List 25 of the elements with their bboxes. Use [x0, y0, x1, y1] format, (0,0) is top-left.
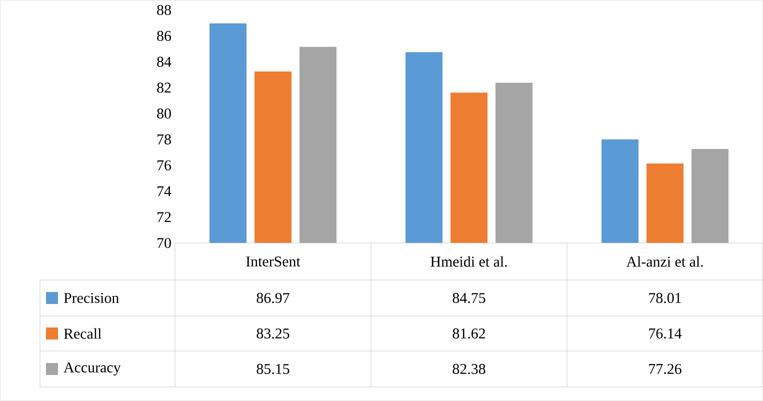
- y-tick-label: 78: [158, 134, 171, 144]
- y-tick-label: 84: [157, 56, 172, 67]
- data-label: 82.38: [452, 364, 486, 374]
- y-tick-label: 74: [158, 186, 172, 196]
- x-tick-label: Hmeidi et al.: [430, 256, 507, 267]
- y-tick-label: 80: [157, 108, 171, 119]
- data-label: 76.14: [649, 328, 682, 339]
- y-tick-label: 72: [158, 212, 171, 222]
- data-label: 78.01: [649, 292, 681, 304]
- data-label: 77.26: [649, 364, 682, 374]
- data-label: 84.75: [452, 292, 486, 304]
- x-tick-label: Al-anzi et al.: [626, 256, 703, 267]
- y-tick-label: 88: [157, 4, 171, 16]
- y-tick-label: 86: [157, 30, 172, 41]
- y-tick-label: 76: [158, 160, 172, 170]
- data-label: 81.62: [452, 328, 485, 339]
- y-tick-label: 82: [157, 82, 171, 93]
- x-tick-label: InterSent: [246, 256, 300, 267]
- data-label: 86.97: [256, 292, 290, 304]
- data-label: 85.15: [256, 364, 290, 374]
- legend-label: Precision: [64, 292, 119, 304]
- legend-label: Recall: [64, 328, 102, 339]
- y-tick-label: 70: [158, 238, 171, 248]
- data-label: 83.25: [256, 328, 290, 339]
- legend-label: Accuracy: [64, 362, 121, 376]
